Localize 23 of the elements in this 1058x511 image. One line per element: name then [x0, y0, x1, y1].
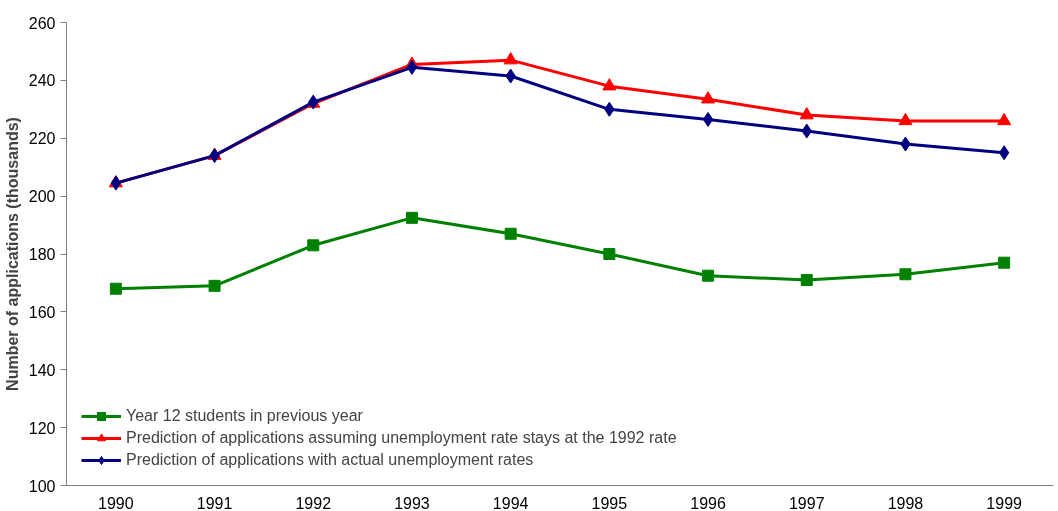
legend-label: Year 12 students in previous year: [126, 407, 363, 425]
x-tick-label: 1999: [986, 494, 1023, 511]
y-tick-label: 240: [28, 72, 56, 90]
x-tick-label: 1996: [690, 494, 726, 511]
x-tick-label: 1993: [394, 494, 430, 511]
x-tick-label: 1991: [196, 494, 233, 511]
y-tick-label: 200: [28, 188, 56, 206]
legend-label: Prediction of applications with actual unemployment rates: [126, 451, 534, 469]
y-axis-title: Number of applications (thousands): [3, 117, 21, 391]
x-tick-label: 1995: [591, 494, 628, 511]
x-tick-label: 1994: [492, 494, 529, 511]
x-tick-label: 1990: [98, 494, 134, 511]
legend-label: Prediction of applications assuming unemployment rate stays at the 1992 rate: [126, 429, 677, 447]
y-tick-label: 120: [28, 419, 56, 437]
y-tick-label: 180: [28, 246, 56, 263]
y-tick-label: 100: [28, 477, 56, 495]
y-tick-label: 140: [28, 361, 56, 379]
y-tick-label: 260: [28, 14, 56, 32]
x-tick-label: 1997: [788, 494, 825, 511]
y-tick-label: 220: [28, 130, 56, 148]
y-tick-label: 160: [28, 303, 56, 321]
x-tick-label: 1998: [887, 494, 924, 511]
x-tick-label: 1992: [295, 494, 332, 511]
